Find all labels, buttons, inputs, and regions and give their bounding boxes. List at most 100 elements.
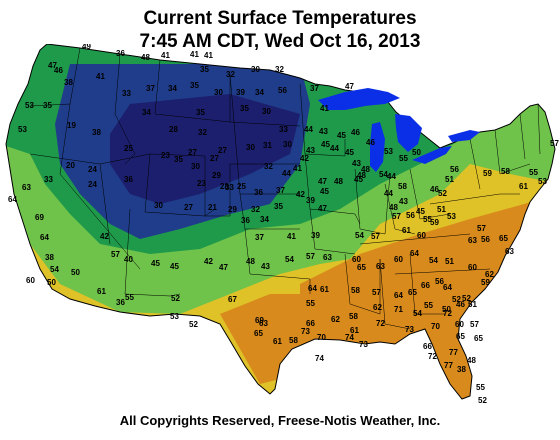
station-temperature: 52: [462, 294, 471, 303]
station-temperature: 50: [412, 148, 421, 157]
station-temperature: 52: [478, 396, 487, 405]
station-temperature: 31: [263, 141, 272, 150]
station-temperature: 39: [236, 88, 245, 97]
station-temperature: 35: [240, 104, 249, 113]
station-temperature: 46: [366, 138, 375, 147]
station-temperature: 25: [237, 182, 246, 191]
station-temperature: 66: [306, 319, 315, 328]
temperature-shading: [6, 44, 555, 399]
station-temperature: 32: [275, 65, 284, 74]
station-temperature: 24: [88, 165, 97, 174]
station-temperature: 38: [45, 253, 54, 262]
station-temperature: 64: [40, 233, 49, 242]
station-temperature: 48: [334, 177, 343, 186]
station-temperature: 47: [318, 204, 327, 213]
station-temperature: 34: [260, 215, 269, 224]
station-temperature: 56: [406, 211, 415, 220]
station-temperature: 64: [308, 284, 317, 293]
station-temperature: 51: [468, 300, 477, 309]
station-temperature: 48: [467, 356, 476, 365]
station-temperature: 48: [246, 257, 255, 266]
station-temperature: 57: [470, 320, 479, 329]
station-temperature: 38: [92, 128, 101, 137]
station-temperature: 64: [394, 291, 403, 300]
station-temperature: 51: [445, 175, 454, 184]
station-temperature: 55: [529, 168, 538, 177]
station-temperature: 56: [481, 235, 490, 244]
station-temperature: 52: [171, 294, 180, 303]
station-temperature: 37: [146, 84, 155, 93]
station-temperature: 42: [300, 154, 309, 163]
station-temperature: 23: [161, 151, 170, 160]
station-temperature: 67: [228, 295, 237, 304]
station-temperature: 59: [430, 218, 439, 227]
station-temperature: 61: [402, 226, 411, 235]
station-temperature: 35: [196, 108, 205, 117]
station-temperature: 60: [455, 320, 464, 329]
station-temperature: 47: [345, 82, 354, 91]
station-temperature: 65: [408, 288, 417, 297]
station-temperature: 27: [184, 203, 193, 212]
station-temperature: 60: [26, 276, 35, 285]
station-temperature: 60: [352, 255, 361, 264]
station-temperature: 34: [168, 84, 177, 93]
lake-erie: [412, 146, 452, 164]
station-temperature: 36: [124, 175, 133, 184]
station-temperature: 48: [389, 203, 398, 212]
station-temperature: 21: [208, 203, 217, 212]
station-temperature: 54: [50, 265, 59, 274]
station-temperature: 51: [437, 205, 446, 214]
station-temperature: 39: [311, 231, 320, 240]
station-temperature: 35: [174, 155, 183, 164]
station-temperature: 62: [373, 303, 382, 312]
station-temperature: 58: [501, 167, 510, 176]
station-temperature: 27: [188, 148, 197, 157]
station-temperature: 56: [278, 86, 287, 95]
station-temperature: 57: [111, 250, 120, 259]
station-temperature: 59: [483, 169, 492, 178]
station-temperature: 62: [485, 270, 494, 279]
station-temperature: 74: [345, 333, 354, 342]
station-temperature: 48: [141, 53, 150, 62]
station-temperature: 32: [251, 205, 260, 214]
station-temperature: 27: [218, 146, 227, 155]
station-temperature: 20: [66, 161, 75, 170]
lake-huron: [395, 114, 422, 152]
station-temperature: 52: [438, 189, 447, 198]
station-temperature: 66: [421, 281, 430, 290]
station-temperature: 57: [306, 252, 315, 261]
station-temperature: 54: [379, 170, 388, 179]
station-temperature: 30: [262, 107, 271, 116]
state-borders: [29, 47, 541, 330]
station-temperature: 41: [204, 51, 213, 60]
station-temperature: 35: [274, 202, 283, 211]
station-temperature: 57: [477, 224, 486, 233]
station-temperature: 56: [435, 277, 444, 286]
station-temperature: 44: [282, 169, 291, 178]
station-temperature: 63: [22, 183, 31, 192]
station-temperature: 38: [457, 365, 466, 374]
lake-ontario: [448, 130, 480, 142]
station-temperature: 36: [254, 188, 263, 197]
station-temperature: 72: [443, 309, 452, 318]
station-temperature: 28: [220, 182, 229, 191]
lake-michigan: [370, 122, 385, 172]
station-temperature: 54: [285, 255, 294, 264]
station-temperature: 41: [190, 50, 199, 59]
station-temperature: 41: [96, 72, 105, 81]
station-temperature: 50: [442, 305, 451, 314]
station-temperature: 38: [64, 78, 73, 87]
station-temperature: 57: [372, 288, 381, 297]
station-temperature: 55: [125, 293, 134, 302]
station-temperature: 41: [161, 51, 170, 60]
station-temperature: 44: [330, 144, 339, 153]
station-temperature: 56: [450, 165, 459, 174]
station-temperature: 60: [394, 255, 403, 264]
station-temperature: 66: [423, 342, 432, 351]
station-temperature: 32: [198, 128, 207, 137]
station-temperature: 53: [25, 101, 34, 110]
station-temperature: 58: [349, 312, 358, 321]
station-temperature: 36: [241, 216, 250, 225]
station-temperature: 30: [246, 143, 255, 152]
